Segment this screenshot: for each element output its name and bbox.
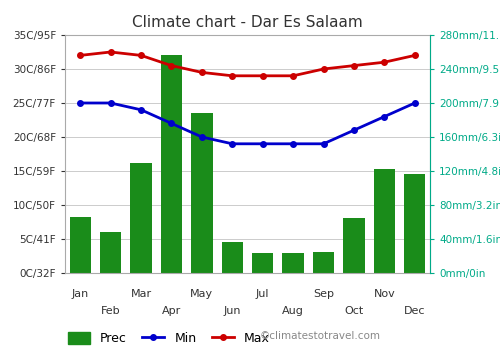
Bar: [70, 217, 91, 273]
Bar: [252, 253, 274, 273]
Text: May: May: [190, 289, 214, 299]
Text: Jan: Jan: [72, 289, 89, 299]
Title: Climate chart - Dar Es Salaam: Climate chart - Dar Es Salaam: [132, 15, 363, 30]
Text: Sep: Sep: [313, 289, 334, 299]
Bar: [161, 55, 182, 273]
Bar: [404, 174, 425, 273]
Bar: [282, 253, 304, 273]
Bar: [191, 113, 212, 273]
Bar: [374, 169, 395, 273]
Text: Mar: Mar: [130, 289, 152, 299]
Text: Jul: Jul: [256, 289, 270, 299]
Bar: [130, 162, 152, 273]
Text: Jun: Jun: [224, 306, 241, 316]
Legend: Prec, Min, Max: Prec, Min, Max: [68, 331, 270, 345]
Text: Aug: Aug: [282, 306, 304, 316]
Text: Feb: Feb: [101, 306, 120, 316]
Bar: [313, 252, 334, 273]
Bar: [100, 232, 122, 273]
Text: Dec: Dec: [404, 306, 425, 316]
Text: Apr: Apr: [162, 306, 181, 316]
Bar: [222, 243, 243, 273]
Bar: [344, 218, 364, 273]
Text: ©climatestotravel.com: ©climatestotravel.com: [260, 331, 381, 341]
Text: Nov: Nov: [374, 289, 395, 299]
Text: Oct: Oct: [344, 306, 364, 316]
